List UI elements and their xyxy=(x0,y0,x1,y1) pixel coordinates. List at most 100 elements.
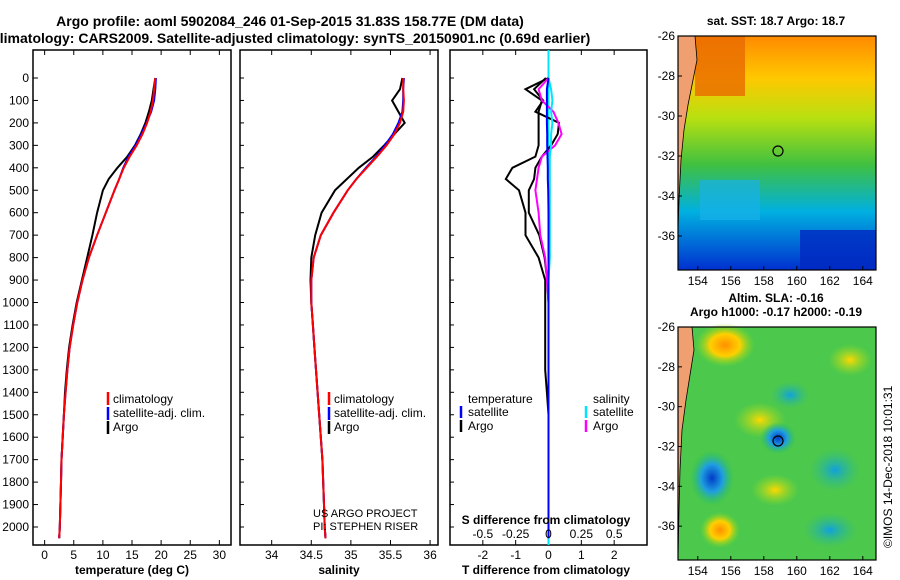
temperature-legend: climatology satellite-adj. clim. Argo xyxy=(106,392,205,434)
title-line-1: Argo profile: aoml 5902084_246 01-Sep-20… xyxy=(56,13,524,29)
map-x-tick-label: 154 xyxy=(688,564,708,578)
sla-map-axes: 154 156 158 160 162 164 -26 -28 -30 -32 -34 -36 xyxy=(658,320,873,578)
legend-salinity-header: salinity xyxy=(593,392,630,406)
depth-tick-label: 600 xyxy=(9,206,29,220)
legend-satellite: satellite-adj. clim. xyxy=(334,406,426,420)
depth-tick-label: 900 xyxy=(9,273,29,287)
map-y-tick-label: -34 xyxy=(658,189,676,203)
depth-tick-label: 0 xyxy=(22,71,29,85)
map-y-tick-label: -28 xyxy=(658,360,676,374)
x-tick-label: 34.5 xyxy=(300,548,324,562)
x-tick-label: 34 xyxy=(265,548,279,562)
depth-tick-label: 200 xyxy=(9,116,29,130)
title-line-2: Climatology: CARS2009. Satellite-adjuste… xyxy=(0,30,590,46)
legend-t-argo: Argo xyxy=(468,419,494,433)
sla-anomaly xyxy=(690,450,734,506)
x-tick-label: 0 xyxy=(41,548,48,562)
temperature-series xyxy=(58,77,157,539)
x-tick-label: 35.5 xyxy=(379,548,403,562)
x-tick-label: 30 xyxy=(213,548,227,562)
sla-anomaly xyxy=(770,381,810,409)
map-x-tick-label: 164 xyxy=(853,564,873,578)
difference-line-temperature-argo xyxy=(504,77,550,539)
salinity-xlabel: salinity xyxy=(318,563,360,577)
legend-temperature-header: temperature xyxy=(468,392,533,406)
depth-tick-label: 1300 xyxy=(2,363,29,377)
sla-anomaly xyxy=(751,474,799,506)
map-y-tick-label: -30 xyxy=(658,400,676,414)
sla-map xyxy=(677,323,877,561)
sla-anomaly xyxy=(695,323,755,367)
map-y-tick-label: -28 xyxy=(658,69,676,83)
project-credit: US ARGO PROJECT xyxy=(313,508,418,520)
depth-tick-label: 1800 xyxy=(2,475,29,489)
x-tick-label: 5 xyxy=(70,548,77,562)
depth-tick-label: 1700 xyxy=(2,453,29,467)
depth-tick-label: 1000 xyxy=(2,296,29,310)
map-x-tick-label: 158 xyxy=(754,274,774,288)
s-tick-label: 0.5 xyxy=(606,527,623,541)
sst-deep-patch xyxy=(800,230,876,270)
temperature-line-argo xyxy=(58,77,157,539)
sst-map-frame xyxy=(677,35,877,271)
sla-map-title: Altim. SLA: -0.16 xyxy=(728,291,824,305)
depth-axis: 0 100 200 300 400 500 600 700 800 900 1000 1100 1200… xyxy=(2,71,454,534)
depth-tick-label: 100 xyxy=(9,93,29,107)
sla-anomaly xyxy=(828,344,872,376)
salinity-legend: climatology satellite-adj. clim. Argo xyxy=(327,392,426,434)
legend-climatology: climatology xyxy=(113,392,173,406)
x-tick-label: 35 xyxy=(344,548,358,562)
legend-t-satellite: satellite xyxy=(468,405,509,419)
sla-map-subtitle: Argo h1000: -0.17 h2000: -0.19 xyxy=(690,305,862,319)
map-y-tick-label: -32 xyxy=(658,439,676,453)
temperature-xlabel: temperature (deg C) xyxy=(75,563,189,577)
temperature-line-satellite-adj-clim- xyxy=(58,77,157,539)
argo-marker xyxy=(772,145,784,157)
x-tick-label: 2 xyxy=(611,548,618,562)
depth-tick-label: 400 xyxy=(9,161,29,175)
s-tick-label: -0.25 xyxy=(502,527,530,541)
depth-tick-label: 1900 xyxy=(2,498,29,512)
map-x-tick-label: 160 xyxy=(787,564,807,578)
temperature-line-climatology xyxy=(58,77,157,539)
s-tick-label: 0 xyxy=(545,527,552,541)
sla-anomaly xyxy=(760,422,796,454)
legend-argo: Argo xyxy=(113,420,139,434)
x-tick-label: 25 xyxy=(184,548,198,562)
s-tick-label: 0.25 xyxy=(570,527,594,541)
map-x-tick-label: 156 xyxy=(721,274,741,288)
s-difference-ticks: -0.5 -0.25 0 0.25 0.5 xyxy=(472,527,622,541)
map-y-tick-label: -34 xyxy=(658,479,676,493)
depth-tick-label: 1600 xyxy=(2,430,29,444)
sla-anomaly xyxy=(700,512,740,548)
legend-satellite: satellite-adj. clim. xyxy=(113,406,205,420)
difference-line-argo-ref xyxy=(545,77,550,539)
depth-tick-label: 1500 xyxy=(2,408,29,422)
legend-s-argo: Argo xyxy=(593,419,619,433)
map-y-tick-label: -36 xyxy=(658,229,676,243)
depth-tick-label: 500 xyxy=(9,183,29,197)
difference-legend: temperature satellite Argo salinity sate… xyxy=(459,392,634,433)
difference-series xyxy=(504,50,563,545)
temperature-axes: 0 5 10 15 20 25 30 xyxy=(41,50,226,562)
s-difference-xlabel: S difference from climatology xyxy=(462,513,631,527)
temperature-panel xyxy=(32,49,232,546)
x-tick-label: -1 xyxy=(510,548,521,562)
map-y-tick-label: -26 xyxy=(658,29,676,43)
depth-tick-label: 300 xyxy=(9,138,29,152)
depth-tick-label: 2000 xyxy=(2,520,29,534)
map-y-tick-label: -26 xyxy=(658,320,676,334)
map-y-tick-label: -36 xyxy=(658,519,676,533)
map-x-tick-label: 158 xyxy=(754,564,774,578)
map-x-tick-label: 162 xyxy=(820,274,840,288)
sla-anomaly xyxy=(802,512,858,548)
x-tick-label: 1 xyxy=(578,548,585,562)
x-tick-label: 0 xyxy=(545,548,552,562)
sst-map-title: sat. SST: 18.7 Argo: 18.7 xyxy=(707,14,846,28)
x-tick-label: 15 xyxy=(125,548,139,562)
depth-tick-label: 800 xyxy=(9,251,29,265)
x-tick-label: -2 xyxy=(477,548,488,562)
x-tick-label: 10 xyxy=(96,548,110,562)
pi-credit: PI: STEPHEN RISER xyxy=(313,521,418,533)
